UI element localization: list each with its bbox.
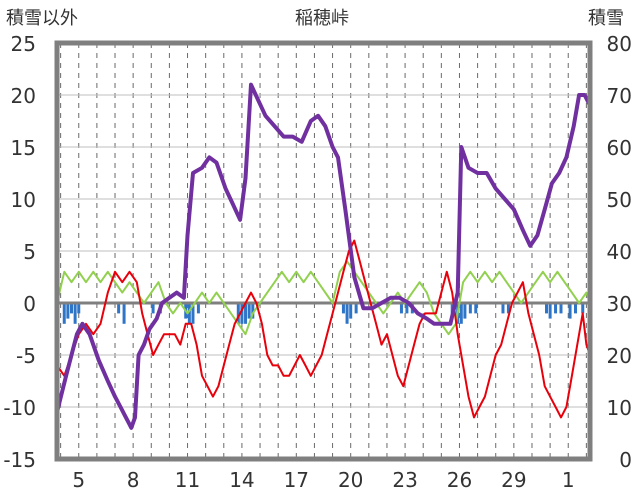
precipitation-bar <box>244 303 248 324</box>
precipitation-bar <box>77 303 81 314</box>
precipitation-bar <box>459 303 463 324</box>
right-tick-label: 30 <box>607 292 632 316</box>
x-tick-label: 26 <box>447 468 472 492</box>
precipitation-bar <box>122 303 126 324</box>
x-tick-label: 1 <box>562 468 575 492</box>
right-tick-label: 50 <box>607 188 632 212</box>
left-tick-label: 10 <box>11 188 36 212</box>
left-tick-label: 15 <box>11 136 36 160</box>
precipitation-bar <box>349 303 353 319</box>
precipitation-bar <box>73 303 77 324</box>
x-tick-label: 23 <box>392 468 417 492</box>
precipitation-bar <box>247 303 251 319</box>
precipitation-bar <box>554 303 558 314</box>
precipitation-bar <box>399 303 403 314</box>
left-tick-label: -10 <box>3 396 36 420</box>
right-axis-title: 積雪 <box>588 8 624 29</box>
right-tick-label: 40 <box>607 240 632 264</box>
right-tick-label: 10 <box>607 396 632 420</box>
precipitation-bar <box>236 303 240 324</box>
left-tick-label: 20 <box>11 84 36 108</box>
precipitation-bar <box>251 303 255 319</box>
precipitation-bar <box>568 303 572 319</box>
precipitation-bar <box>548 303 552 319</box>
precipitation-bar <box>573 303 577 314</box>
x-tick-label: 17 <box>284 468 309 492</box>
wind-line <box>56 260 591 336</box>
precipitation-bar <box>191 303 195 324</box>
precipitation-bar <box>463 303 467 319</box>
plot-frame <box>54 40 593 462</box>
right-tick-label: 20 <box>607 344 632 368</box>
precipitation-bar <box>151 303 155 314</box>
right-tick-label: 60 <box>607 136 632 160</box>
left-tick-label: 25 <box>11 32 36 56</box>
x-tick-label: 29 <box>501 468 526 492</box>
precipitation-bar <box>62 303 66 324</box>
x-tick-label: 5 <box>72 468 85 492</box>
right-tick-label: 80 <box>607 32 632 56</box>
precipitation-bar <box>66 303 70 319</box>
left-tick-label: 0 <box>23 292 36 316</box>
chart-title: 稲穂峠 <box>295 8 349 29</box>
left-tick-label: -5 <box>16 344 36 368</box>
left-tick-label: -15 <box>3 448 36 472</box>
precipitation-bar <box>354 303 358 314</box>
series-group <box>55 82 592 430</box>
x-tick-label: 8 <box>127 468 140 492</box>
precipitation-bar <box>474 303 478 314</box>
precipitation-bar <box>345 303 349 324</box>
precipitation-bar <box>240 303 244 324</box>
x-tick-label: 11 <box>175 468 200 492</box>
temperature-line <box>56 239 591 419</box>
precipitation-bar <box>341 303 345 314</box>
snow-depth-line <box>55 82 592 430</box>
precipitation-bar <box>544 303 548 314</box>
right-tick-label: 0 <box>619 448 632 472</box>
left-tick-label: 5 <box>23 240 36 264</box>
precipitation-bar <box>187 303 191 324</box>
precipitation-bar <box>559 303 563 314</box>
precipitation-bar <box>117 303 121 314</box>
x-tick-label: 14 <box>229 468 254 492</box>
precipitation-bar <box>196 303 200 314</box>
precipitation-bar <box>70 303 74 314</box>
precipitation-bar <box>501 303 505 314</box>
precipitation-bar <box>581 303 585 314</box>
precipitation-bar <box>468 303 472 314</box>
right-tick-label: 70 <box>607 84 632 108</box>
precipitation-bar <box>506 303 510 314</box>
precipitation-bar <box>405 303 409 314</box>
left-axis-title: 積雪以外 <box>6 8 78 29</box>
x-tick-label: 20 <box>338 468 363 492</box>
